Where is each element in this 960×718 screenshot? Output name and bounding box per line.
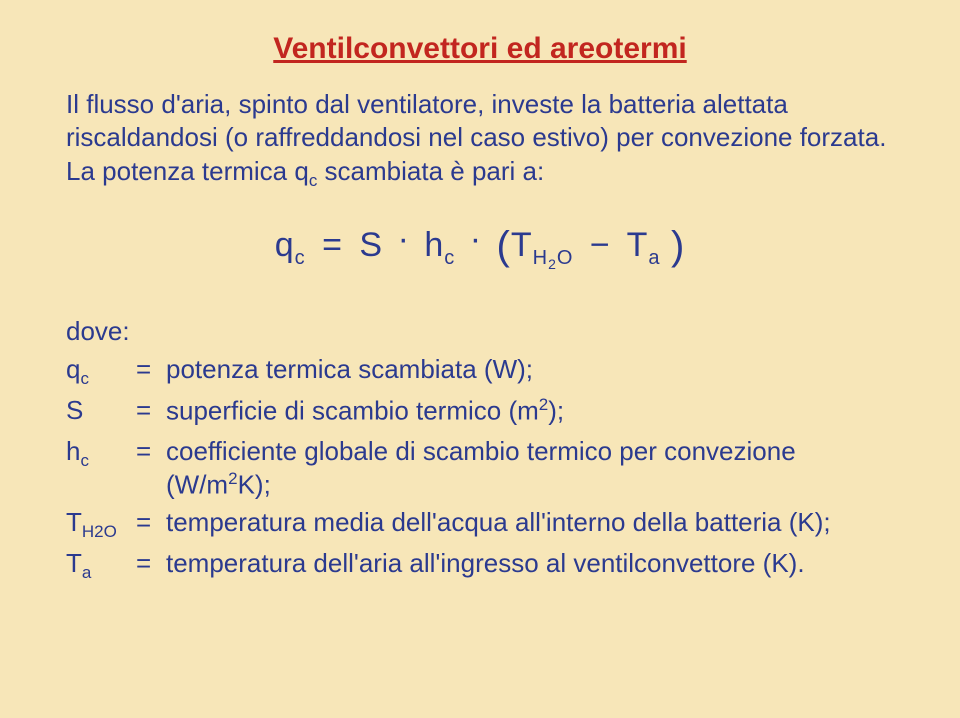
def-symbol: TH2O <box>66 506 136 543</box>
eq-T2-sub: a <box>648 247 660 269</box>
eq-q-sub: c <box>295 247 306 269</box>
eq-dot1: · <box>394 220 414 258</box>
eq-S: S <box>359 226 383 264</box>
slide-page: Ventilconvettori ed areotermi Il flusso … <box>0 0 960 624</box>
def-desc: potenza termica scambiata (W); <box>166 353 894 390</box>
def-eq: = <box>136 353 166 390</box>
def-symbol: hc <box>66 435 136 502</box>
eq-h: h <box>424 226 444 264</box>
def-eq: = <box>136 506 166 543</box>
def-desc: temperatura media dell'acqua all'interno… <box>166 506 894 543</box>
eq-rparen: ) <box>671 224 685 268</box>
equation: qc = S · hc · (TH2O − Ta ) <box>66 221 894 272</box>
eq-T1: T <box>511 226 533 264</box>
para-text-2: scambiata è pari a: <box>317 156 544 186</box>
intro-paragraph: Il flusso d'aria, spinto dal ventilatore… <box>66 88 894 191</box>
def-eq: = <box>136 547 166 584</box>
eq-minus: − <box>584 226 617 264</box>
eq-q: q <box>275 226 295 264</box>
def-desc: superficie di scambio termico (m2); <box>166 394 894 431</box>
eq-h-sub: c <box>444 247 455 269</box>
def-eq: = <box>136 394 166 431</box>
def-desc: temperatura dell'aria all'ingresso al ve… <box>166 547 894 584</box>
eq-lparen: ( <box>497 224 511 268</box>
eq-T2: T <box>627 226 649 264</box>
def-symbol: Ta <box>66 547 136 584</box>
def-symbol: S <box>66 394 136 431</box>
def-eq: = <box>136 435 166 502</box>
def-desc: coefficiente globale di scambio termico … <box>166 435 894 502</box>
slide-title: Ventilconvettori ed areotermi <box>66 32 894 66</box>
eq-dot2: · <box>466 220 486 258</box>
dove-label: dove: <box>66 316 894 347</box>
eq-equals: = <box>316 226 349 264</box>
eq-T1-sub: H2O <box>533 247 574 269</box>
definition-list: qc = potenza termica scambiata (W); S = … <box>66 353 894 584</box>
def-symbol: qc <box>66 353 136 390</box>
